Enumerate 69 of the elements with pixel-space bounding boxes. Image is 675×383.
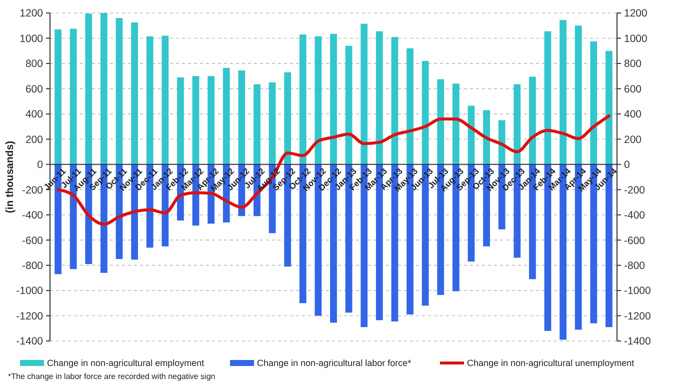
bar <box>299 34 306 164</box>
bar <box>483 110 490 164</box>
y-tick-label: -400 <box>22 210 44 222</box>
bar <box>560 20 566 164</box>
y-tick-label: -200 <box>22 184 44 196</box>
bar <box>406 48 414 164</box>
bar <box>391 36 398 164</box>
bar <box>70 28 77 164</box>
bar <box>529 76 536 164</box>
y2-tick-label: 600 <box>624 83 642 96</box>
y-tick-label: 0 <box>37 159 44 172</box>
bar <box>360 24 368 164</box>
y2-tick-label: -600 <box>624 234 646 247</box>
bar <box>574 26 582 164</box>
bar <box>284 72 292 164</box>
bar <box>100 13 108 164</box>
legend-label: Change in non-agricultural employment <box>47 358 205 368</box>
bar <box>54 29 62 164</box>
bar <box>222 68 230 164</box>
y-tick-label: 200 <box>25 134 44 146</box>
y2-tick-label: 1200 <box>624 8 648 20</box>
y-tick-label: 1000 <box>20 32 44 45</box>
y-tick-label: 800 <box>25 58 44 70</box>
legend-label: Change in non-agricultural labor force* <box>257 358 412 368</box>
bar <box>131 22 138 164</box>
legend-label: Change in non-agricultural unemployment <box>467 358 635 368</box>
bar <box>452 84 460 164</box>
y2-tick-label: 0 <box>624 159 630 172</box>
y-tick-label: -600 <box>22 234 44 247</box>
bar <box>422 60 429 164</box>
bar <box>254 84 260 164</box>
y-tick-label: -1000 <box>16 285 44 298</box>
bar <box>238 70 246 164</box>
text: *The change in labor force are recorded with negative sign <box>8 372 216 381</box>
y2-tick-label: 1000 <box>624 32 648 45</box>
y2-tick-label: -1000 <box>624 285 652 298</box>
bar <box>162 36 169 164</box>
bar <box>606 50 612 164</box>
bar <box>177 77 184 164</box>
bar <box>268 82 276 164</box>
y2-tick-label: 400 <box>624 108 642 121</box>
y2-tick-label: -1400 <box>624 336 652 348</box>
y2-tick-label: -400 <box>624 210 646 222</box>
bar <box>437 79 444 164</box>
bar <box>208 76 215 164</box>
bar <box>330 34 337 164</box>
y-tick-label: -1400 <box>16 336 44 348</box>
y-tick-label: -800 <box>22 260 44 272</box>
y2-tick-label: 800 <box>624 58 642 70</box>
y-tick-label: -1200 <box>16 310 44 322</box>
bar <box>314 36 322 164</box>
bar <box>514 84 521 164</box>
bar <box>192 76 200 164</box>
bar <box>590 41 598 164</box>
bar <box>376 31 383 164</box>
y2-tick-label: 200 <box>624 134 642 146</box>
bar <box>498 120 506 164</box>
bar <box>544 31 552 164</box>
y2-tick-label: -800 <box>624 260 646 272</box>
bar <box>345 46 352 164</box>
y2-tick-label: -200 <box>624 184 646 196</box>
y-tick-label: 400 <box>25 108 44 121</box>
y-axis-title: (in thousands) <box>4 140 16 214</box>
bar <box>85 14 92 164</box>
y2-tick-label: -1200 <box>624 310 652 322</box>
bar <box>146 36 154 164</box>
y-tick-label: 1200 <box>20 8 44 20</box>
y-tick-label: 600 <box>25 83 44 96</box>
bar <box>116 18 123 164</box>
